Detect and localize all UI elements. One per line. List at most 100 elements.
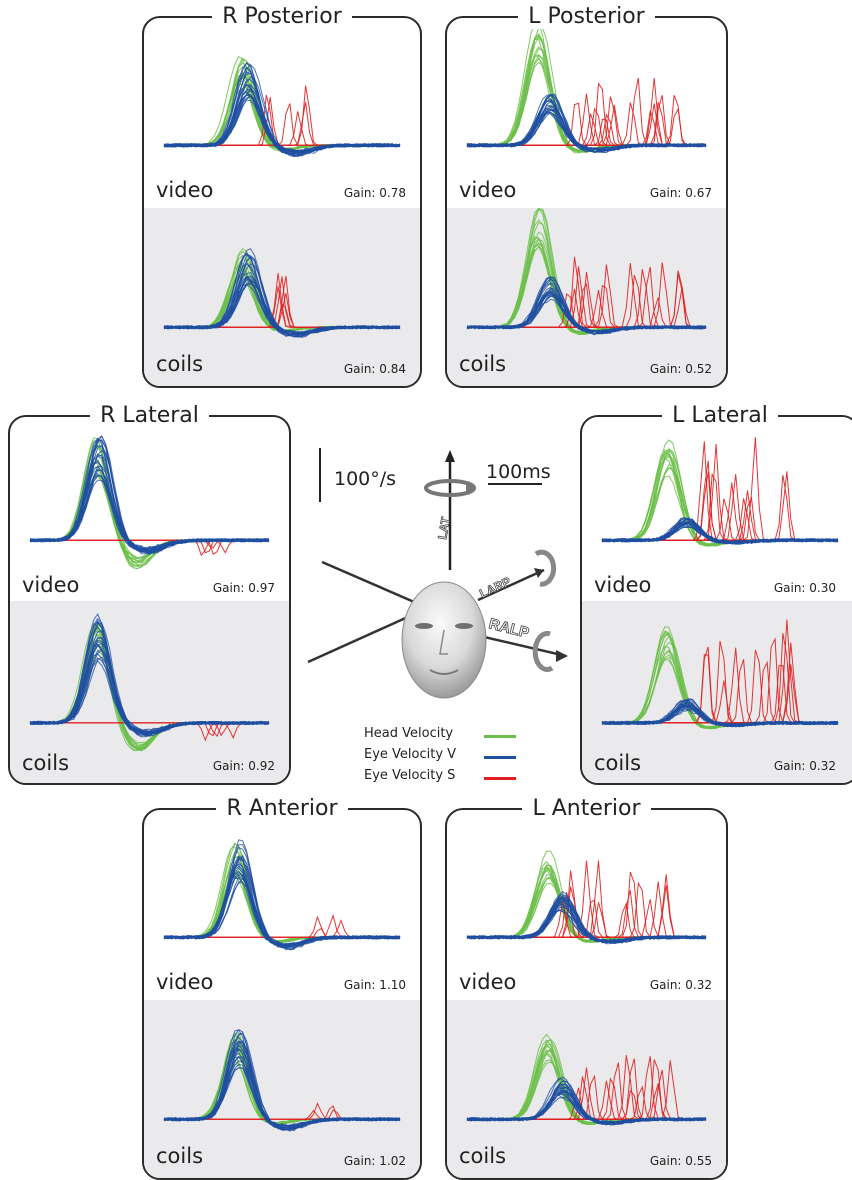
trace-line — [467, 274, 706, 328]
trace-line — [163, 860, 401, 949]
trace-line — [602, 646, 838, 724]
larp-axis-label: LARP — [477, 574, 513, 600]
trace-line — [164, 103, 400, 146]
video-section: video Gain: 0.78 — [144, 18, 420, 208]
panel-l-anterior: video Gain: 0.32 coils Gain: 0.55 L Ante… — [445, 796, 728, 1180]
lat-arrow-icon — [445, 450, 455, 462]
coils-traces — [163, 1028, 401, 1132]
panel-r-lateral: video Gain: 0.97 coils Gain: 0.92 R Late… — [8, 403, 291, 785]
trace-line — [601, 650, 839, 728]
trace-line — [602, 640, 838, 724]
legend-swatch-eye-s — [484, 777, 516, 780]
trace-line — [29, 626, 270, 750]
trace-line — [164, 85, 400, 146]
trace-line — [29, 634, 270, 748]
trace-line — [163, 1038, 401, 1125]
trace-line — [602, 649, 838, 724]
modality-label: coils — [459, 352, 507, 376]
trace-line — [601, 700, 839, 727]
trace-line — [466, 93, 707, 153]
trace-line — [163, 867, 401, 947]
trace-line — [467, 273, 706, 328]
modality-label: video — [459, 970, 517, 994]
video-traces — [466, 20, 707, 154]
lat-axis-label: LAT — [435, 515, 453, 540]
trace-line — [164, 913, 400, 938]
trace-line — [602, 637, 838, 724]
gain-value: Gain: 0.52 — [649, 362, 712, 376]
video-section: video Gain: 0.97 — [10, 417, 289, 601]
trace-line — [29, 629, 270, 749]
trace-line — [163, 1032, 401, 1132]
trace-line — [467, 860, 706, 938]
trace-line — [164, 55, 401, 152]
trace-line — [163, 1040, 401, 1125]
trace-line — [163, 875, 401, 942]
gain-value: Gain: 0.55 — [649, 1154, 712, 1168]
trace-line — [163, 255, 401, 338]
trace-line — [163, 858, 401, 947]
coils-section: coils Gain: 0.84 — [144, 208, 420, 386]
modality-label: coils — [459, 1144, 507, 1168]
trace-line — [466, 222, 707, 335]
panel-r-posterior: video Gain: 0.78 coils Gain: 0.84 R Post… — [142, 4, 422, 388]
legend-eye-velocity-v: Eye Velocity V — [364, 747, 457, 762]
trace-line — [163, 1048, 401, 1130]
trace-line — [163, 76, 401, 156]
gain-value: Gain: 0.32 — [649, 978, 712, 992]
gain-value: Gain: 0.30 — [773, 581, 836, 595]
trace-line — [163, 844, 401, 951]
trace-line — [163, 851, 400, 944]
coils-section: coils Gain: 1.02 — [144, 1000, 420, 1178]
trace-line — [163, 1055, 401, 1125]
trace-line — [163, 1056, 401, 1128]
trace-line — [163, 855, 401, 949]
trace-line — [163, 248, 401, 333]
trace-line — [602, 443, 838, 541]
larp-axis-back — [321, 560, 429, 610]
trace-line — [602, 642, 838, 724]
modality-label: coils — [22, 751, 70, 775]
trace-line — [602, 437, 838, 541]
trace-line — [163, 1032, 401, 1132]
trace-line — [163, 62, 401, 151]
trace-line — [602, 680, 838, 724]
trace-line — [163, 1029, 401, 1132]
modality-label: coils — [594, 751, 642, 775]
panel-r-anterior: video Gain: 1.10 coils Gain: 1.02 R Ante… — [142, 796, 422, 1180]
panel-l-lateral: video Gain: 0.30 coils Gain: 0.32 L Late… — [580, 403, 852, 785]
trace-line — [466, 896, 707, 944]
video-traces — [601, 437, 839, 547]
trace-line — [163, 57, 401, 152]
video-traces — [466, 850, 707, 945]
trace-line — [466, 231, 707, 334]
trace-line — [163, 856, 401, 943]
trace-line — [163, 64, 401, 158]
trace-line — [163, 252, 401, 338]
trace-line — [466, 245, 707, 332]
trace-line — [601, 657, 839, 728]
trace-line — [163, 1054, 401, 1124]
trace-line — [466, 908, 707, 943]
trace-line — [163, 856, 401, 944]
trace-line — [467, 103, 706, 146]
trace-line — [163, 863, 401, 948]
trace-line — [466, 208, 707, 335]
coils-section: coils Gain: 0.52 — [447, 208, 726, 386]
trace-line — [29, 439, 270, 554]
trace-line — [163, 868, 401, 943]
gain-value: Gain: 0.84 — [343, 362, 406, 376]
trace-line — [467, 870, 706, 938]
trace-line — [163, 1041, 401, 1131]
trace-line — [163, 250, 401, 333]
trace-line — [164, 275, 400, 328]
trace-line — [467, 292, 707, 333]
trace-line — [467, 270, 706, 328]
trace-line — [602, 654, 838, 724]
trace-line — [163, 65, 401, 151]
trace-line — [467, 102, 706, 146]
trace-line — [163, 866, 401, 943]
trace-line — [163, 858, 400, 948]
trace-line — [601, 517, 838, 544]
trace-line — [163, 1035, 400, 1126]
